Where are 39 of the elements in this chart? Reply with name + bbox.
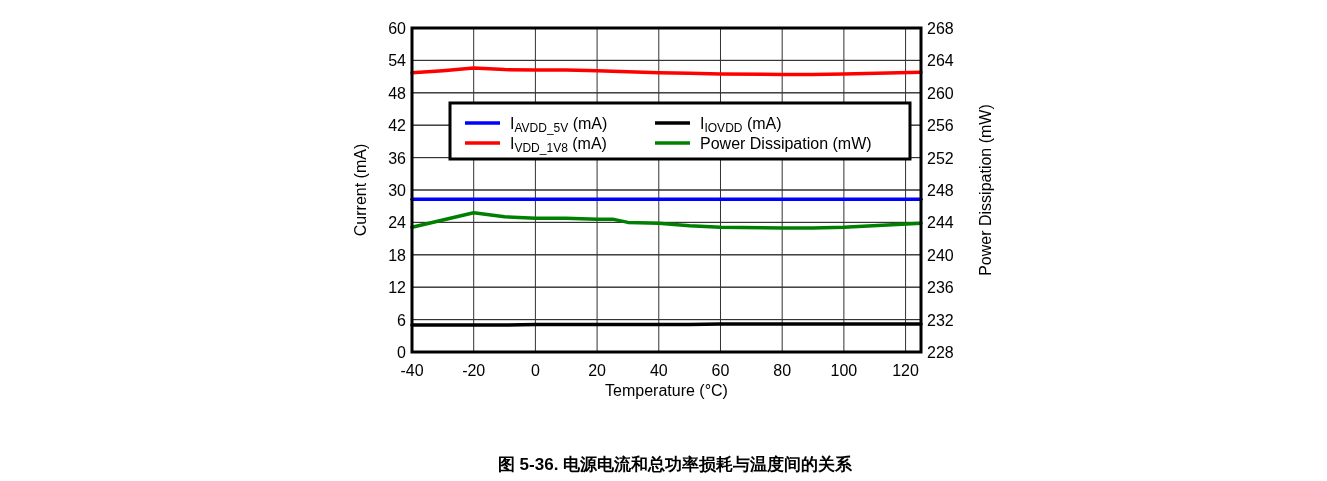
x-tick-label: 0 — [530, 362, 540, 379]
y-tick-label: 30 — [388, 182, 407, 199]
x-tick-label: 20 — [588, 362, 607, 379]
caption: 图 5-36. 电源电流和总功率损耗与温度间的关系 — [497, 455, 854, 474]
y2-tick-label: 260 — [927, 84, 954, 102]
y2-tick-label: 240 — [927, 246, 954, 264]
y-tick-label: 42 — [388, 117, 407, 135]
x-tick-label: 80 — [773, 362, 792, 379]
y-tick-label: 48 — [388, 84, 407, 102]
y-tick-label: 18 — [388, 246, 407, 264]
legend-label: I$_{AVDD_5V}$ (mA) — [510, 115, 608, 135]
x-tick-label: 40 — [649, 362, 668, 379]
y-tick-label: 24 — [388, 214, 407, 232]
x-tick-label: -40 — [400, 362, 424, 379]
y-tick-label: 0 — [397, 344, 407, 361]
y-axis-title: Current (mA) — [352, 143, 369, 237]
y2-tick-label: 264 — [927, 52, 954, 70]
y-tick-label: 12 — [388, 279, 407, 297]
legend-label: I$_{VDD_1V8}$ (mA) — [510, 135, 607, 155]
legend-label: I$_{IOVDD}$ (mA) — [700, 115, 782, 135]
y-tick-label: 6 — [397, 311, 407, 329]
y2-tick-label: 244 — [927, 214, 954, 232]
legend-label: Power Dissipation (mW) — [700, 135, 872, 152]
y-tick-label: 36 — [388, 149, 407, 167]
x-tick-label: 60 — [711, 362, 730, 379]
y2-axis-title: Power Dissipation (mW) — [977, 104, 994, 276]
y2-tick-label: 252 — [927, 149, 954, 167]
x-tick-label: -20 — [462, 362, 486, 379]
y2-tick-label: 236 — [927, 279, 954, 297]
x-axis-title: Temperature (°C) — [605, 382, 728, 399]
y2-tick-label: 248 — [927, 182, 954, 199]
x-tick-label: 100 — [830, 362, 858, 379]
y2-tick-label: 256 — [927, 117, 954, 135]
y-tick-label: 54 — [388, 52, 407, 70]
x-tick-label: 120 — [892, 362, 920, 379]
y2-tick-label: 268 — [927, 20, 954, 37]
y-tick-label: 60 — [388, 20, 407, 37]
y2-tick-label: 232 — [927, 311, 954, 329]
y2-tick-label: 228 — [927, 344, 954, 361]
